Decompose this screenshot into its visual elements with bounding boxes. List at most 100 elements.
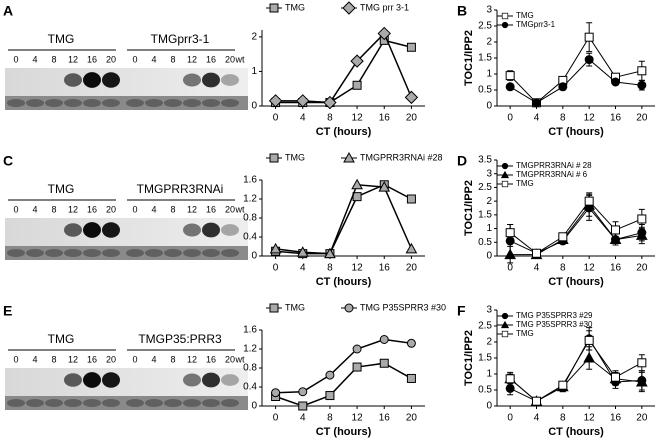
panel-letter: D <box>457 153 467 169</box>
x-tick-label: 16 <box>610 413 622 424</box>
legend-label: TMG <box>285 2 305 12</box>
band <box>102 222 120 238</box>
lane-label: 12 <box>68 204 78 214</box>
band <box>64 373 82 387</box>
x-tick-label: 20 <box>406 413 418 424</box>
lane-label: 0 <box>13 354 18 364</box>
marker <box>405 242 418 254</box>
marker <box>271 388 281 398</box>
lane-label: 0 <box>132 54 137 64</box>
panel-letter: E <box>3 303 12 319</box>
lane-label: 12 <box>187 204 197 214</box>
loading-band <box>45 99 63 107</box>
marker <box>298 401 308 411</box>
loading-band <box>7 99 25 107</box>
y-tick-label: 2 <box>251 32 257 43</box>
series-line <box>509 36 642 104</box>
band <box>83 222 101 238</box>
x-axis-label: CT (hours) <box>316 126 372 138</box>
lane-label: 4 <box>32 204 37 214</box>
marker <box>532 396 541 406</box>
legend-label: TMGPRR3RNAi #28 <box>360 152 443 162</box>
loading-band <box>145 99 163 107</box>
loading-band <box>83 249 101 257</box>
loading-band <box>183 399 201 407</box>
loading-band <box>64 249 82 257</box>
series-line <box>509 337 642 402</box>
x-tick-label: 4 <box>534 263 540 274</box>
legend-marker <box>500 170 510 179</box>
x-tick-label: 12 <box>352 113 364 124</box>
band <box>221 224 239 236</box>
y-tick-label: 1.6 <box>243 325 257 336</box>
legend-marker <box>343 151 355 163</box>
panel-letter: A <box>3 3 13 19</box>
x-axis-label: CT (hours) <box>316 426 372 438</box>
loading-band <box>26 99 44 107</box>
x-tick-label: 16 <box>379 413 391 424</box>
legend-marker <box>501 180 509 188</box>
lane-label: 8 <box>170 54 175 64</box>
group-label: TMG <box>48 332 75 346</box>
marker <box>352 344 362 354</box>
y-tick-label: 1.2 <box>243 344 257 355</box>
group-label: TMGPRR3RNAi <box>137 182 224 196</box>
y-tick-label: 0.5 <box>478 237 492 248</box>
legend-label: TMG P35SPRR3 #30 <box>516 320 593 329</box>
marker <box>637 66 647 76</box>
series-line <box>509 357 642 402</box>
marker <box>378 181 391 192</box>
lane-label: 4 <box>151 204 156 214</box>
marker <box>637 80 647 90</box>
legend-label: TMGPRR3RNAi # 28 <box>516 161 592 170</box>
lane-label: 0 <box>13 54 18 64</box>
y-tick-label: 0 <box>251 101 257 112</box>
marker <box>558 82 568 92</box>
y-axis-label: TOC1/IPP2 <box>463 330 475 386</box>
control-label: wt <box>235 54 245 64</box>
marker <box>296 94 310 108</box>
y-tick-label: 1 <box>486 369 492 380</box>
y-tick-label: 1 <box>251 66 257 77</box>
x-tick-label: 8 <box>560 413 566 424</box>
marker <box>504 248 517 260</box>
loading-band <box>183 99 201 107</box>
series-line <box>275 362 412 407</box>
x-axis-label: CT (hours) <box>316 276 372 288</box>
y-tick-label: 0.4 <box>243 232 257 243</box>
marker <box>406 373 416 383</box>
lane-label: 0 <box>13 204 18 214</box>
loading-band <box>83 399 101 407</box>
lane-label: 8 <box>51 354 56 364</box>
loading-band <box>26 249 44 257</box>
legend-label: TMG prr 3-1 <box>360 2 409 12</box>
marker <box>558 380 568 390</box>
marker <box>323 95 337 110</box>
x-tick-label: 4 <box>534 413 540 424</box>
legend-label: TMG <box>516 11 534 20</box>
y-tick-label: 2 <box>486 337 492 348</box>
panel-letter: C <box>3 153 13 169</box>
y-tick-label: 2.5 <box>478 182 492 193</box>
y-tick-label: 1.6 <box>243 175 257 186</box>
marker <box>584 335 594 345</box>
y-tick-label: 3 <box>486 5 492 16</box>
lane-label: 16 <box>206 204 216 214</box>
band <box>102 372 120 388</box>
marker <box>404 90 419 105</box>
legend-marker <box>269 153 279 163</box>
band <box>83 72 101 88</box>
x-axis-label: CT (hours) <box>548 426 604 438</box>
band <box>183 223 201 237</box>
y-tick-label: 2.5 <box>478 321 492 332</box>
legend-label: TMGPRR3RNAi # 6 <box>516 170 588 179</box>
lane-label: 4 <box>32 54 37 64</box>
legend-label: TMG P35SPRR3 #29 <box>516 311 593 320</box>
lane-label: 16 <box>206 54 216 64</box>
x-tick-label: 8 <box>327 263 333 274</box>
lane-label: 0 <box>132 354 137 364</box>
legend-label: TMG <box>516 329 534 338</box>
x-tick-label: 4 <box>300 413 306 424</box>
lane-label: 16 <box>206 354 216 364</box>
x-tick-label: 20 <box>406 263 418 274</box>
